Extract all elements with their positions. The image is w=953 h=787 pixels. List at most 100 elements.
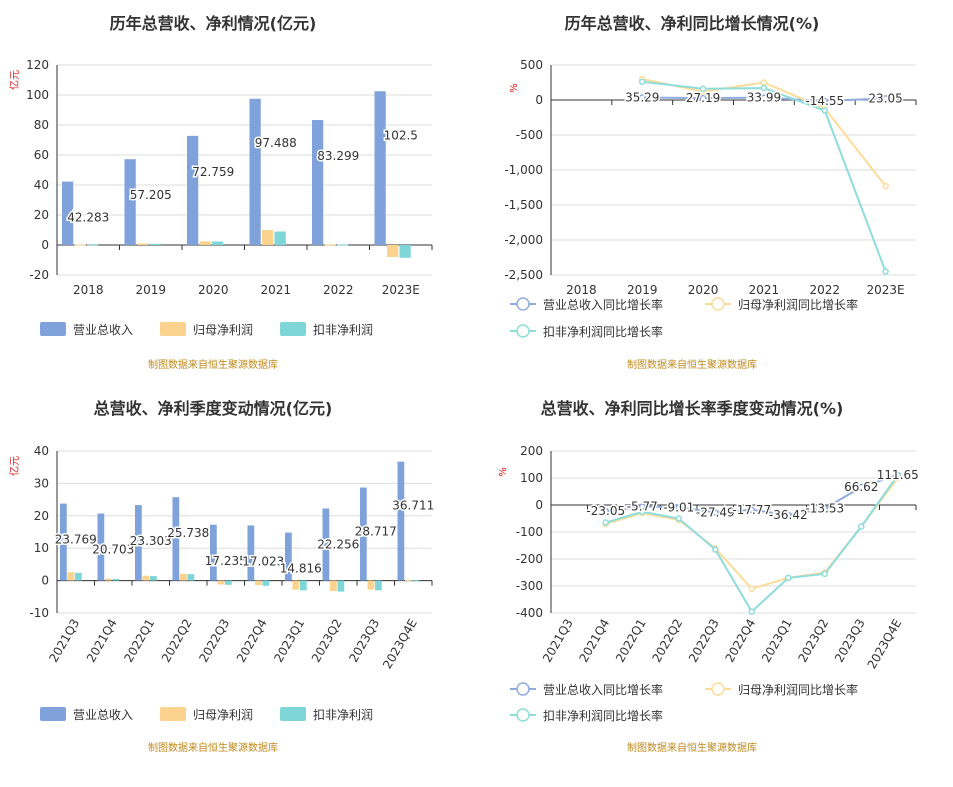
bar-revenue <box>135 505 142 581</box>
data-label: -36.42 <box>769 508 808 522</box>
y-tick-label: 20 <box>34 208 49 222</box>
bar-net-profit <box>199 241 211 245</box>
legend-label: 扣非净利润同比增长率 <box>543 324 663 339</box>
x-tick-label: 2023E <box>867 283 905 297</box>
x-tick-label: 2023Q3 <box>832 617 868 665</box>
chart-title: 总营收、净利同比增长率季度变动情况(%) <box>541 399 844 418</box>
data-label: 42.283 <box>67 211 109 225</box>
data-point <box>858 483 865 491</box>
legend-swatch <box>160 322 186 336</box>
y-tick-label: 0 <box>535 498 543 512</box>
data-point <box>858 523 865 530</box>
data-point <box>821 97 828 105</box>
data-point <box>699 94 707 102</box>
y-tick-label: 0 <box>535 93 543 107</box>
bar-deducted-profit <box>75 572 82 581</box>
bar-net-profit <box>137 243 149 245</box>
bar-revenue <box>62 181 74 245</box>
x-tick-label: 2022Q3 <box>196 617 232 665</box>
chart-title: 总营收、净利季度变动情况(亿元) <box>94 399 333 418</box>
x-tick-label: 2021Q3 <box>46 617 82 665</box>
data-label: 23.769 <box>55 533 97 547</box>
x-tick-label: 2022Q3 <box>686 617 722 665</box>
y-tick-label: 80 <box>34 118 49 132</box>
data-point <box>639 94 646 101</box>
data-label: 23.303 <box>130 534 172 548</box>
data-point <box>639 508 646 515</box>
data-point <box>748 506 755 514</box>
data-label: 83.299 <box>317 149 359 163</box>
bar-revenue <box>187 135 199 245</box>
legend-label: 营业总收入 <box>73 708 133 722</box>
chart-title: 历年总营收、净利情况(亿元) <box>110 14 317 33</box>
bar-net-profit <box>255 580 262 586</box>
data-label: 102.5 <box>384 128 418 142</box>
legend-swatch-marker <box>516 682 530 696</box>
x-tick-label: 2023Q2 <box>309 617 345 665</box>
y-tick-label: -1,500 <box>504 198 543 212</box>
x-tick-label: 2021Q4 <box>84 617 120 665</box>
bar-net-profit <box>67 572 75 581</box>
bar-net-profit <box>387 245 399 257</box>
data-label: 25.738 <box>167 526 209 540</box>
x-tick-label: 2019 <box>135 283 166 297</box>
y-tick-label: 10 <box>34 541 49 555</box>
x-tick-label: 2023Q1 <box>759 617 795 665</box>
x-tick-label: 2019 <box>627 283 658 297</box>
data-label: 14.816 <box>280 562 322 576</box>
x-tick-label: 2023Q3 <box>346 617 382 665</box>
data-point <box>748 585 755 592</box>
data-label: -9.01 <box>663 500 694 514</box>
data-label: 17.023 <box>242 554 284 568</box>
source-note: 制图数据来自恒生聚源数据库 <box>148 741 278 754</box>
x-tick-label: 2022Q2 <box>159 617 195 665</box>
y-tick-label: -500 <box>516 128 543 142</box>
y-tick-label: 20 <box>34 509 49 523</box>
bar-net-profit <box>217 580 225 585</box>
bar-net-profit <box>142 575 150 581</box>
bar-revenue <box>210 524 217 581</box>
data-label: 35.29 <box>625 91 659 105</box>
data-label: 111.65 <box>877 468 919 482</box>
bar-deducted-profit <box>337 580 345 592</box>
legend-swatch <box>280 707 306 721</box>
x-tick-label: 2022 <box>323 283 354 297</box>
series-line-deducted-profit-growth <box>642 80 887 272</box>
data-point <box>785 511 792 519</box>
y-tick-label: -20 <box>29 268 49 282</box>
y-tick-label: 200 <box>520 444 543 458</box>
legend-label: 归母净利润同比增长率 <box>738 682 858 697</box>
data-point <box>760 84 768 92</box>
bar-revenue <box>124 159 136 245</box>
y-tick-label: 100 <box>520 471 543 485</box>
data-point <box>712 546 719 553</box>
data-label: 36.711 <box>392 499 434 513</box>
y-tick-label: 100 <box>26 88 49 102</box>
bar-deducted-profit <box>412 580 420 582</box>
y-tick-label: -300 <box>516 579 543 593</box>
y-tick-label: -10 <box>29 606 49 620</box>
bar-net-profit <box>405 579 412 581</box>
data-label: 28.717 <box>355 525 397 539</box>
y-tick-label: 0 <box>41 238 49 252</box>
y-unit-label: % <box>498 467 509 477</box>
legend-swatch-marker <box>516 324 530 338</box>
bar-deducted-profit <box>225 580 232 585</box>
bar-deducted-profit <box>262 580 270 586</box>
x-tick-label: 2022 <box>809 283 840 297</box>
y-tick-label: -100 <box>516 525 543 539</box>
data-label: 20.703 <box>92 543 134 557</box>
data-point <box>882 95 889 102</box>
bar-revenue <box>322 508 330 581</box>
data-label: -13.53 <box>805 502 844 516</box>
data-label: 72.759 <box>192 165 234 179</box>
series-line-net-profit-growth <box>605 477 899 590</box>
bar-deducted-profit <box>337 244 349 246</box>
y-unit-label: 亿元 <box>8 456 21 476</box>
legend-label: 营业总收入同比增长率 <box>543 297 663 312</box>
bar-revenue <box>249 98 261 245</box>
y-unit-label: 亿元 <box>8 70 21 90</box>
y-unit-label: % <box>509 83 520 93</box>
legend-swatch <box>40 707 66 721</box>
